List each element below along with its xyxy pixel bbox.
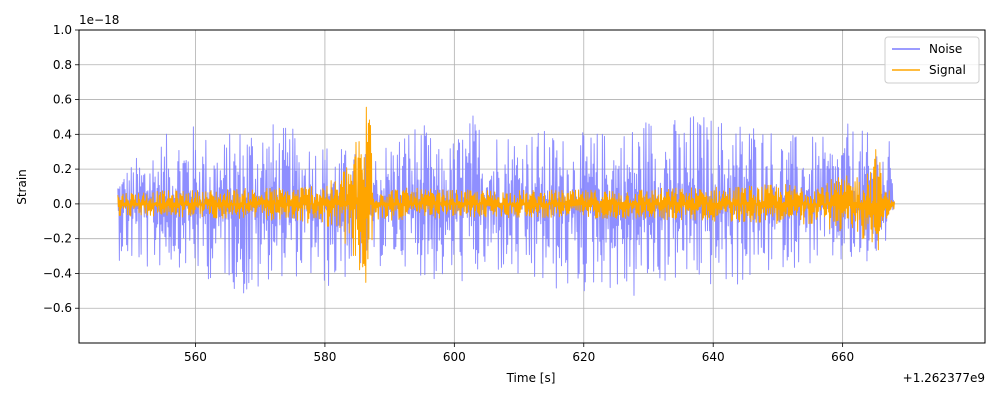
y-tick-label: −0.2 bbox=[43, 232, 72, 246]
y-tick-label: 1.0 bbox=[53, 23, 72, 37]
y-tick-label: 0.6 bbox=[53, 93, 72, 107]
y-axis-label: Strain bbox=[15, 169, 29, 205]
x-tick-label: 580 bbox=[313, 350, 336, 364]
x-axis-label: Time [s] bbox=[506, 371, 556, 385]
series-line-signal bbox=[117, 106, 895, 283]
y-tick-label: 0.2 bbox=[53, 162, 72, 176]
legend-label-noise: Noise bbox=[929, 42, 962, 56]
x-offset-label: +1.262377e9 bbox=[903, 371, 985, 385]
plot-frame bbox=[78, 29, 986, 344]
y-tick-label: 0.4 bbox=[53, 127, 72, 141]
y-scale-label: 1e−18 bbox=[79, 13, 119, 27]
x-tick-label: 640 bbox=[702, 350, 725, 364]
x-tick-label: 620 bbox=[572, 350, 595, 364]
y-tick-label: 0.0 bbox=[53, 197, 72, 211]
x-tick-label: 600 bbox=[443, 350, 466, 364]
legend-label-signal: Signal bbox=[929, 63, 966, 77]
y-tick-label: −0.4 bbox=[43, 266, 72, 280]
legend: Noise Signal bbox=[884, 36, 980, 84]
y-tick-label: −0.6 bbox=[43, 301, 72, 315]
ticks: 560 580 600 620 640 660 −0.6 −0.4 −0.2 0.0 0.2 0.4 0… bbox=[43, 23, 854, 364]
y-tick-label: 0.8 bbox=[53, 58, 72, 72]
series-layer bbox=[117, 106, 895, 296]
x-tick-label: 660 bbox=[831, 350, 854, 364]
x-tick-label: 560 bbox=[184, 350, 207, 364]
